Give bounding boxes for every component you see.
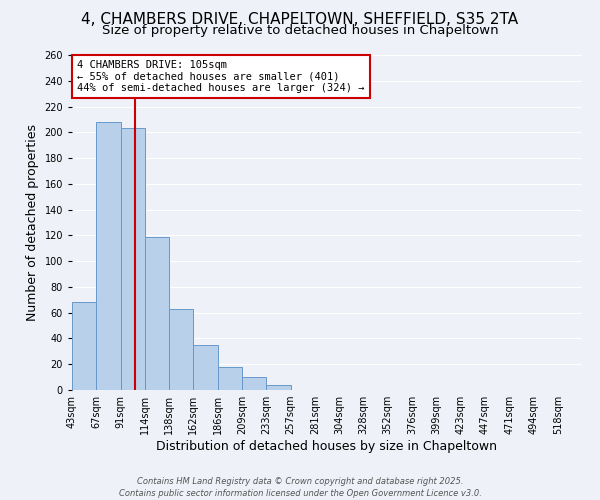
- Text: 4 CHAMBERS DRIVE: 105sqm
← 55% of detached houses are smaller (401)
44% of semi-: 4 CHAMBERS DRIVE: 105sqm ← 55% of detach…: [77, 60, 365, 93]
- Text: 4, CHAMBERS DRIVE, CHAPELTOWN, SHEFFIELD, S35 2TA: 4, CHAMBERS DRIVE, CHAPELTOWN, SHEFFIELD…: [82, 12, 518, 28]
- Bar: [266, 385, 290, 390]
- Bar: [121, 128, 145, 390]
- Bar: [169, 309, 193, 390]
- Bar: [145, 236, 169, 390]
- Bar: [72, 302, 96, 390]
- Text: Contains HM Land Registry data © Crown copyright and database right 2025.
Contai: Contains HM Land Registry data © Crown c…: [119, 476, 481, 498]
- Bar: [242, 377, 266, 390]
- Y-axis label: Number of detached properties: Number of detached properties: [26, 124, 39, 321]
- Bar: [96, 122, 121, 390]
- Text: Size of property relative to detached houses in Chapeltown: Size of property relative to detached ho…: [101, 24, 499, 37]
- X-axis label: Distribution of detached houses by size in Chapeltown: Distribution of detached houses by size …: [157, 440, 497, 453]
- Bar: [193, 345, 218, 390]
- Bar: [218, 367, 242, 390]
